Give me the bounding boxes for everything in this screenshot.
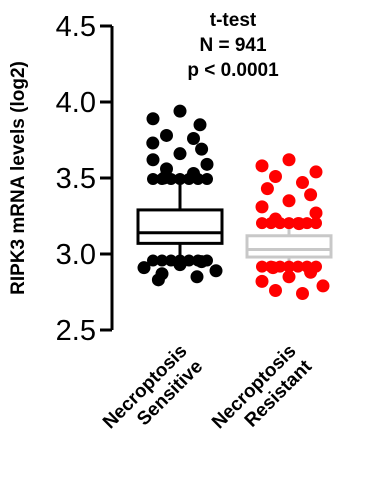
annotation-line: t-test — [210, 10, 257, 31]
outlier-point — [269, 169, 282, 183]
category-label: NecroptosisSensitive — [99, 341, 207, 449]
outlier-point — [296, 287, 309, 301]
y-axis-label: RIPK3 mRNA levels (log2) — [8, 61, 29, 295]
outlier-point — [156, 254, 168, 267]
box — [245, 234, 333, 259]
y-axis: 2.5 3.0 3.5 4.0 4.5 — [56, 11, 114, 347]
outlier-point — [137, 261, 151, 275]
outlier-point — [183, 173, 195, 186]
outlier-point — [255, 274, 269, 288]
outlier-point — [282, 270, 296, 284]
outlier-point — [173, 104, 187, 118]
series-0 — [136, 104, 224, 287]
outlier-point — [200, 157, 214, 171]
category-label: NecroptosisResistant — [208, 340, 317, 449]
outlier-point — [209, 264, 223, 278]
outlier-point — [192, 173, 204, 186]
outlier-point — [292, 217, 304, 230]
outlier-point — [283, 217, 295, 230]
outlier-point — [309, 165, 323, 179]
y-tick-label: 3.0 — [56, 239, 96, 271]
outlier-point — [156, 173, 168, 186]
series-1 — [245, 153, 333, 301]
y-tick-label: 2.5 — [56, 315, 96, 347]
outlier-point — [256, 260, 268, 273]
outlier-point — [274, 217, 286, 230]
outlier-point — [146, 153, 160, 167]
outlier-point — [173, 147, 187, 161]
outlier-point — [283, 260, 295, 273]
outlier-point — [146, 112, 160, 126]
outlier-point — [255, 159, 269, 173]
outlier-point — [195, 142, 209, 156]
y-tick-label: 3.5 — [56, 163, 96, 195]
y-tick-label: 4.0 — [56, 87, 96, 119]
plot-area — [136, 104, 333, 301]
outlier-point — [255, 200, 269, 214]
outlier-point — [187, 131, 200, 145]
outlier-point — [260, 182, 274, 196]
outlier-point — [274, 260, 286, 273]
outlier-point — [190, 270, 204, 284]
outlier-point — [174, 173, 186, 186]
outlier-point — [304, 188, 318, 202]
outlier-point — [310, 217, 322, 230]
outlier-point — [265, 217, 277, 230]
outlier-point — [165, 173, 177, 186]
outlier-point — [310, 260, 322, 273]
outlier-point — [256, 217, 268, 230]
outlier-point — [151, 273, 165, 287]
outlier-point — [296, 176, 309, 190]
outlier-point — [201, 254, 213, 267]
outlier-point — [174, 254, 186, 267]
outlier-point — [146, 136, 160, 150]
outlier-point — [192, 254, 204, 267]
outlier-point — [292, 260, 304, 273]
outlier-point — [201, 173, 213, 186]
annotation-block: t-test N = 941 p < 0.0001 — [187, 10, 279, 81]
outlier-point — [160, 128, 173, 142]
box — [136, 208, 224, 245]
outlier-point — [183, 254, 195, 267]
outlier-point — [301, 217, 313, 230]
outlier-point — [165, 254, 177, 267]
x-axis-categories: NecroptosisSensitive NecroptosisResistant — [99, 340, 317, 449]
outlier-point — [265, 260, 277, 273]
y-tick-label: 4.5 — [56, 11, 96, 43]
outlier-point — [282, 194, 296, 208]
outlier-point — [147, 173, 159, 186]
outlier-point — [309, 206, 323, 220]
outlier-point — [301, 260, 313, 273]
annotation-line: N = 941 — [199, 35, 267, 56]
outlier-point — [282, 153, 296, 167]
outlier-point — [147, 254, 159, 267]
outlier-point — [193, 118, 207, 132]
outlier-point — [316, 279, 330, 293]
annotation-line: p < 0.0001 — [187, 60, 279, 81]
outlier-point — [269, 283, 282, 297]
